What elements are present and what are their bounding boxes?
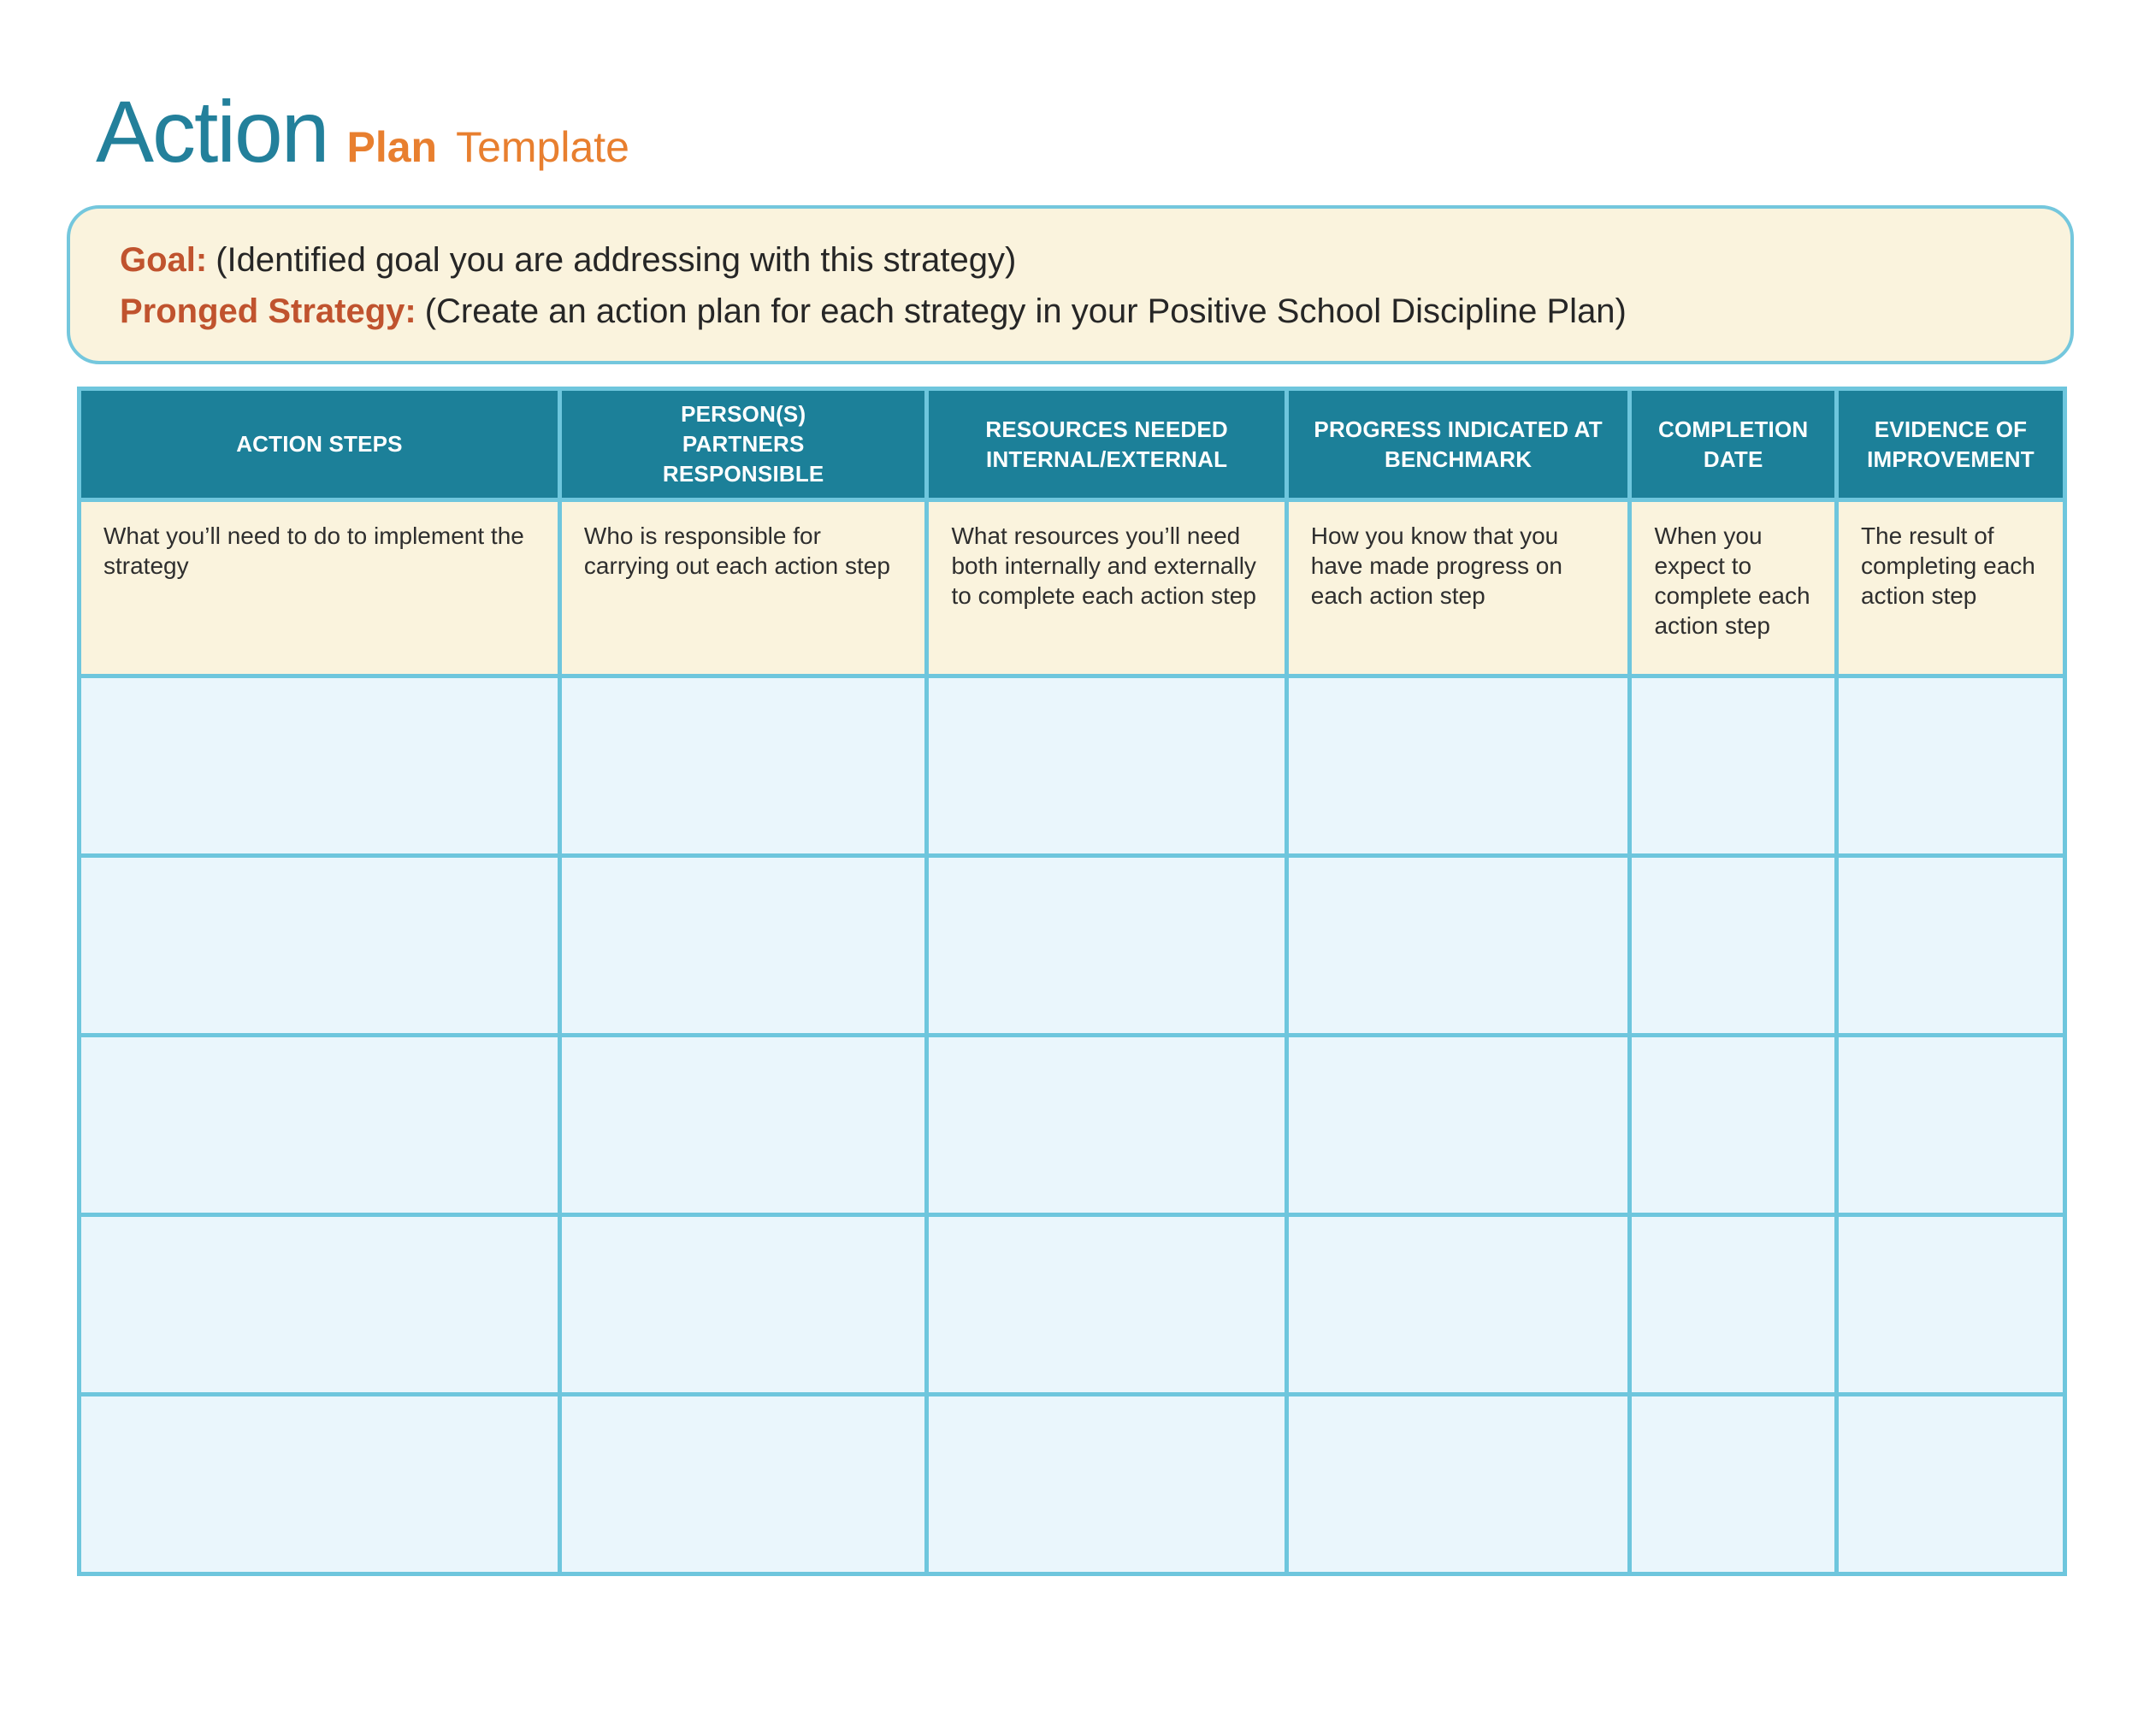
empty-cell-row4-col5 — [1627, 1213, 1839, 1397]
empty-cell-row2-col3 — [924, 853, 1289, 1038]
empty-cell-row3-col6 — [1834, 1033, 2068, 1218]
column-description-5: When you expect to complete each action … — [1627, 498, 1839, 679]
empty-cell-row4-col6 — [1834, 1213, 2068, 1397]
empty-cell-row5-col5 — [1627, 1392, 1839, 1577]
empty-cell-row2-col4 — [1284, 853, 1633, 1038]
column-header-5: COMPLETION DATE — [1627, 387, 1839, 503]
column-header-2: PERSON(S) PARTNERS RESPONSIBLE — [557, 387, 930, 503]
empty-cell-row5-col1 — [77, 1392, 562, 1577]
empty-cell-row2-col6 — [1834, 853, 2068, 1038]
pronged-strategy-label: Pronged Strategy: — [120, 292, 416, 331]
empty-cell-row1-col4 — [1284, 674, 1633, 859]
empty-cell-row5-col4 — [1284, 1392, 1633, 1577]
column-description-1: What you’ll need to do to implement the … — [77, 498, 562, 679]
column-description-2: Who is responsible for carrying out each… — [557, 498, 930, 679]
table-header-row: ACTION STEPS PERSON(S) PARTNERS RESPONSIB… — [77, 387, 2068, 503]
page-title: Action Plan Template — [96, 84, 2138, 180]
column-header-4: PROGRESS INDICATED AT BENCHMARK — [1284, 387, 1633, 503]
action-plan-page: Action Plan Template Goal: (Identified go… — [0, 84, 2138, 1577]
empty-cell-row4-col1 — [77, 1213, 562, 1397]
title-word-template: Template — [456, 123, 629, 171]
column-header-3: RESOURCES NEEDED INTERNAL/EXTERNAL — [924, 387, 1289, 503]
empty-cell-row4-col2 — [557, 1213, 930, 1397]
empty-cell-row3-col3 — [924, 1033, 1289, 1218]
empty-cell-row2-col2 — [557, 853, 930, 1038]
goal-label: Goal: — [120, 241, 208, 280]
empty-row-2 — [77, 853, 2068, 1038]
empty-cell-row4-col4 — [1284, 1213, 1633, 1397]
empty-cell-row1-col2 — [557, 674, 930, 859]
title-word-plan: Plan — [346, 123, 438, 171]
empty-row-3 — [77, 1033, 2068, 1218]
action-plan-table: ACTION STEPS PERSON(S) PARTNERS RESPONSIB… — [77, 387, 2068, 1577]
empty-cell-row5-col3 — [924, 1392, 1289, 1577]
empty-cell-row1-col3 — [924, 674, 1289, 859]
column-description-4: How you know that you have made progress… — [1284, 498, 1633, 679]
empty-cell-row5-col2 — [557, 1392, 930, 1577]
goal-text: (Identified goal you are addressing with… — [216, 241, 1017, 280]
pronged-strategy-text: (Create an action plan for each strategy… — [424, 292, 1627, 331]
empty-cell-row1-col1 — [77, 674, 562, 859]
column-description-6: The result of completing each action ste… — [1834, 498, 2068, 679]
column-header-6: EVIDENCE OF IMPROVEMENT — [1834, 387, 2068, 503]
empty-cell-row3-col2 — [557, 1033, 930, 1218]
empty-cell-row3-col5 — [1627, 1033, 1839, 1218]
column-header-1: ACTION STEPS — [77, 387, 562, 503]
table-description-row: What you’ll need to do to implement the … — [77, 498, 2068, 679]
empty-row-1 — [77, 674, 2068, 859]
empty-cell-row1-col5 — [1627, 674, 1839, 859]
empty-cell-row5-col6 — [1834, 1392, 2068, 1577]
empty-row-4 — [77, 1213, 2068, 1397]
empty-cell-row4-col3 — [924, 1213, 1289, 1397]
empty-cell-row2-col5 — [1627, 853, 1839, 1038]
empty-cell-row2-col1 — [77, 853, 562, 1038]
empty-row-5 — [77, 1392, 2068, 1577]
empty-cell-row1-col6 — [1834, 674, 2068, 859]
goal-line: Goal: (Identified goal you are addressing… — [120, 234, 2019, 286]
empty-cell-row3-col4 — [1284, 1033, 1633, 1218]
column-description-3: What resources you’ll need both internal… — [924, 498, 1289, 679]
pronged-strategy-line: Pronged Strategy: (Create an action plan … — [120, 286, 2019, 337]
goal-strategy-box: Goal: (Identified goal you are addressing… — [67, 205, 2074, 365]
empty-cell-row3-col1 — [77, 1033, 562, 1218]
title-word-action: Action — [96, 83, 329, 180]
